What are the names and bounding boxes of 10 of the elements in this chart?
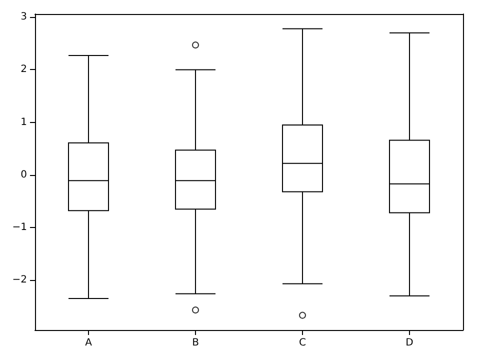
x-tick-label: B: [192, 338, 200, 348]
y-tick-label: 3: [20, 12, 27, 23]
y-tick-label: 1: [20, 116, 27, 128]
x-tick-label: D: [406, 338, 414, 348]
x-tick-label: A: [85, 338, 92, 348]
y-tick-label: 2: [20, 64, 27, 76]
x-tick-label: C: [299, 338, 306, 348]
y-tick-label: −1: [12, 222, 27, 233]
y-tick-label: 0: [20, 169, 27, 180]
y-tick-label: −2: [12, 274, 27, 286]
